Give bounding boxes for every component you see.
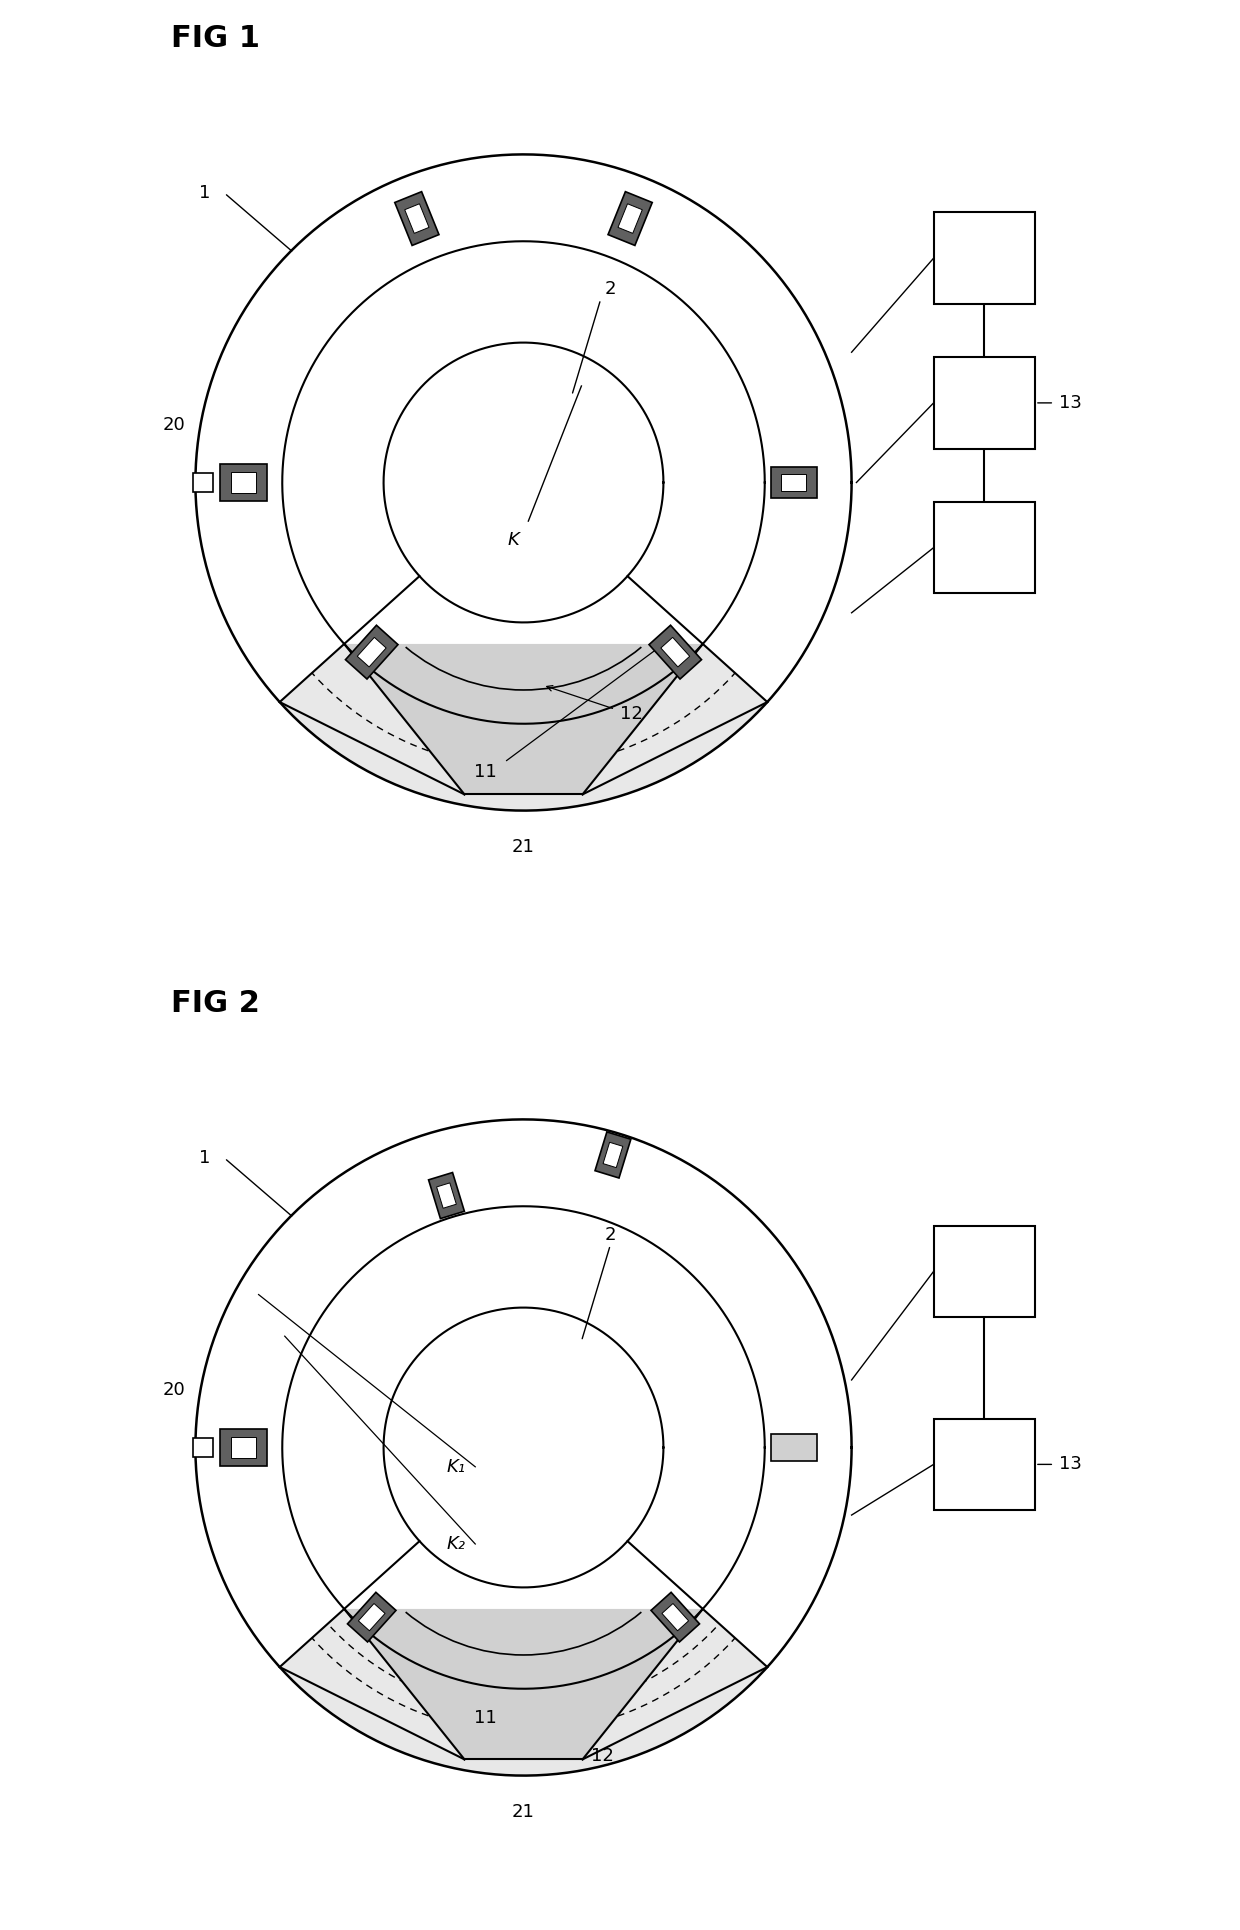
- Text: K₁: K₁: [446, 1457, 465, 1476]
- Text: 20: 20: [162, 415, 186, 434]
- Polygon shape: [603, 1143, 622, 1168]
- Text: 2: 2: [605, 280, 616, 299]
- Polygon shape: [231, 473, 257, 492]
- FancyBboxPatch shape: [934, 357, 1035, 450]
- FancyBboxPatch shape: [934, 502, 1035, 594]
- Polygon shape: [651, 1592, 699, 1642]
- Text: FIG 1: FIG 1: [171, 25, 260, 54]
- Text: 21: 21: [512, 1803, 534, 1820]
- Text: 1: 1: [200, 1148, 211, 1168]
- Text: 12: 12: [620, 704, 642, 724]
- Text: K₂: K₂: [446, 1534, 465, 1554]
- Polygon shape: [221, 465, 267, 502]
- Text: 2: 2: [605, 1226, 616, 1245]
- Polygon shape: [608, 191, 652, 245]
- Polygon shape: [196, 154, 852, 811]
- Polygon shape: [346, 625, 398, 679]
- Text: K: K: [508, 531, 520, 550]
- Polygon shape: [429, 1173, 465, 1218]
- Text: 11: 11: [474, 1708, 496, 1727]
- FancyBboxPatch shape: [934, 212, 1035, 303]
- Polygon shape: [436, 1183, 456, 1208]
- Polygon shape: [358, 1604, 386, 1631]
- Text: 13: 13: [1059, 1455, 1083, 1473]
- Text: 13: 13: [1059, 394, 1083, 411]
- Polygon shape: [394, 191, 439, 245]
- Text: FIG 2: FIG 2: [171, 988, 260, 1019]
- Polygon shape: [595, 1131, 631, 1177]
- FancyBboxPatch shape: [934, 1226, 1035, 1318]
- Text: 21: 21: [512, 838, 534, 855]
- Polygon shape: [345, 1610, 703, 1760]
- Polygon shape: [196, 1119, 852, 1776]
- Polygon shape: [347, 1592, 396, 1642]
- Polygon shape: [662, 1604, 688, 1631]
- Polygon shape: [781, 475, 806, 490]
- Polygon shape: [221, 1428, 267, 1467]
- Polygon shape: [345, 645, 703, 795]
- Polygon shape: [193, 1438, 213, 1457]
- Polygon shape: [196, 154, 852, 703]
- Polygon shape: [770, 1434, 817, 1461]
- Text: 20: 20: [162, 1380, 186, 1399]
- Polygon shape: [618, 205, 642, 234]
- Polygon shape: [193, 473, 213, 492]
- Text: 1: 1: [200, 183, 211, 203]
- Polygon shape: [649, 625, 702, 679]
- Polygon shape: [196, 1119, 852, 1668]
- Polygon shape: [770, 467, 817, 498]
- Polygon shape: [357, 637, 386, 668]
- Text: 11: 11: [474, 762, 496, 782]
- Polygon shape: [231, 1438, 257, 1457]
- Polygon shape: [661, 637, 689, 668]
- Text: 12: 12: [591, 1747, 614, 1766]
- Polygon shape: [404, 205, 429, 234]
- FancyBboxPatch shape: [934, 1419, 1035, 1509]
